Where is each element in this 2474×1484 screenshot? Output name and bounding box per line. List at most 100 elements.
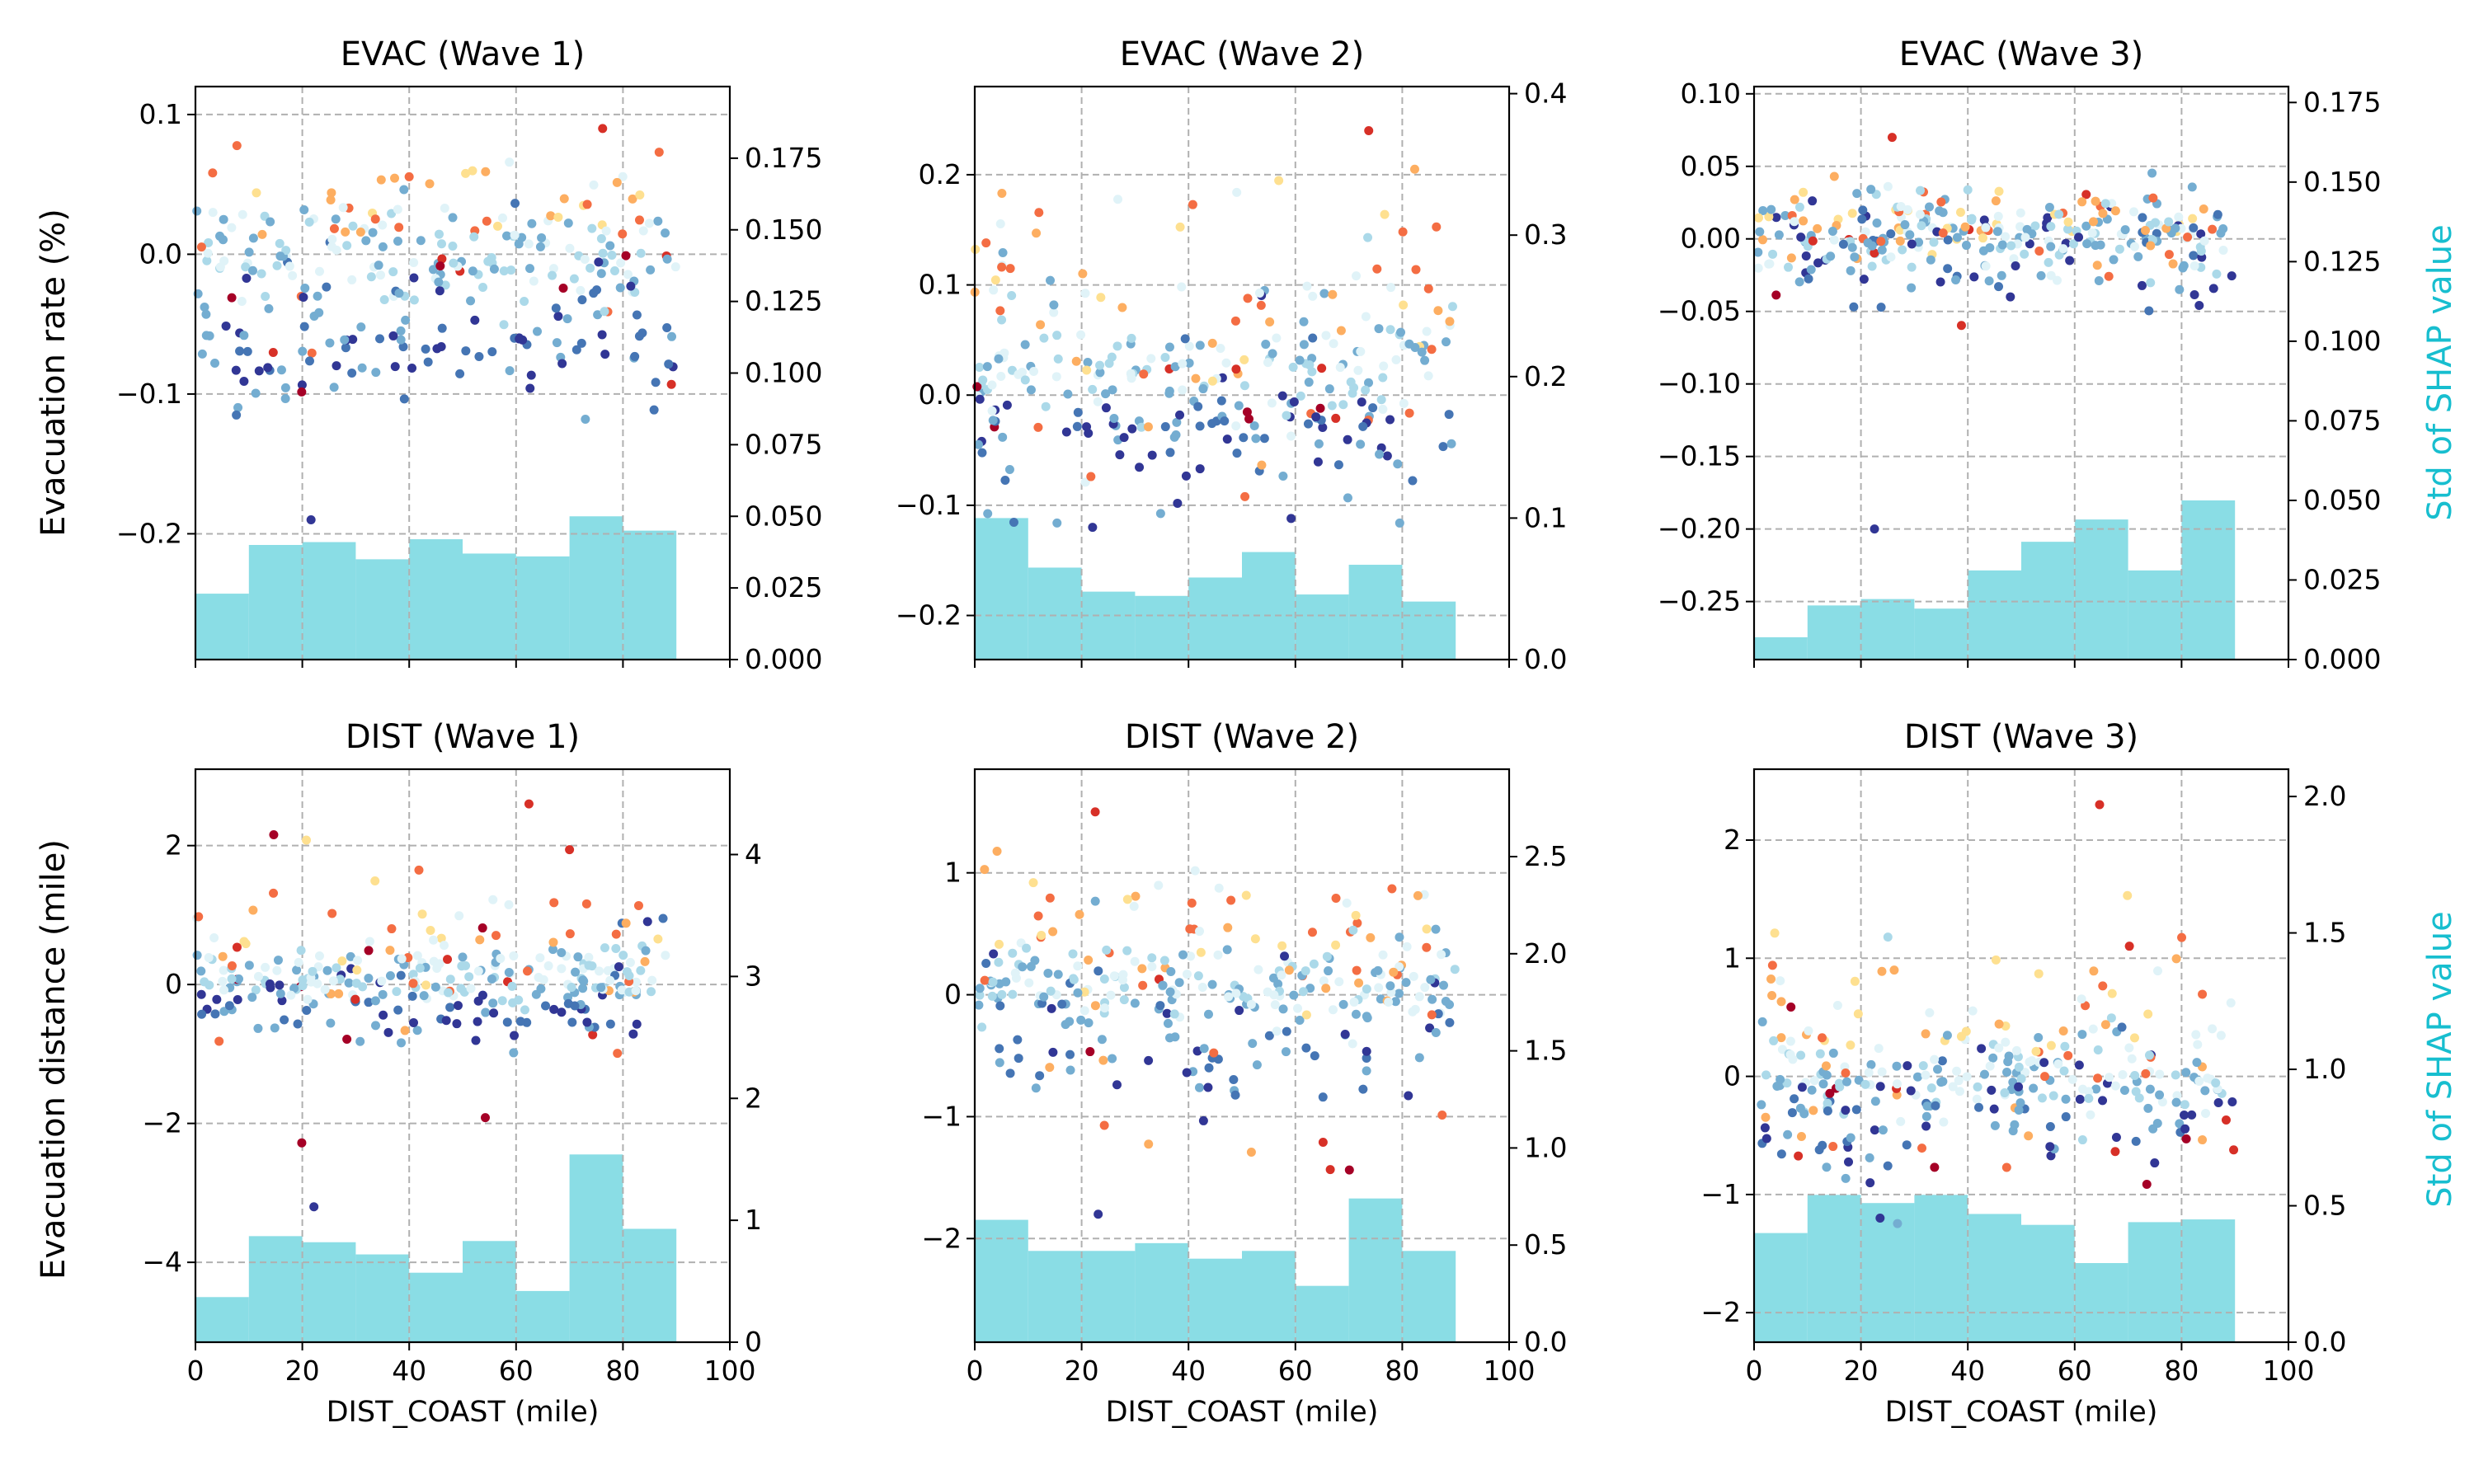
scatter-point [1804,1026,1813,1036]
scatter-point [1263,358,1272,368]
scatter-point [1450,965,1460,974]
scatter-point [1170,1032,1180,1042]
scatter-point [1093,397,1103,406]
scatter-point [1094,966,1103,976]
scatter-point [661,228,670,238]
scatter-point [1281,1047,1291,1057]
scatter-point [208,208,218,218]
scatter-point [1776,976,1785,986]
scatter-point [975,984,985,993]
scatter-point [304,217,314,227]
histogram-bar [409,539,463,660]
scatter-point [235,346,245,356]
right-y-tick-label: 1.5 [2303,917,2346,949]
scatter-point [662,323,672,333]
scatter-point [995,1044,1004,1054]
scatter-point [1877,966,1887,976]
scatter-point [1186,951,1196,961]
scatter-point [1147,953,1157,963]
scatter-point [370,996,380,1006]
scatter-point [1433,306,1443,316]
scatter-point [1222,945,1232,955]
scatter-point [2095,800,2105,810]
scatter-point [1760,1123,1770,1133]
scatter-point [429,935,439,945]
scatter-point [1834,1078,1844,1088]
scatter-point [588,1030,598,1040]
scatter-point [499,266,509,276]
scatter-point [1352,271,1362,281]
subplot-3: −0.25 −0.20 −0.15 −0.10 −0.05 0.00 0.05 0.10 0.0… [1658,35,2382,675]
scatter-point [408,1017,418,1027]
scatter-point [218,951,228,961]
scatter-point [432,963,442,973]
scatter-point [1818,1079,1828,1089]
scatter-point [2014,1082,2024,1092]
scatter-point [1102,945,1112,955]
scatter-point [2060,1041,2070,1051]
scatter-point [480,1113,490,1123]
scatter-point [1039,333,1049,343]
scatter-point [2024,1131,2034,1141]
scatter-point [1801,251,1811,261]
scatter-point [1991,955,2001,965]
scatter-point [277,996,287,1006]
scatter-point [1797,1082,1807,1092]
scatter-point [1382,451,1392,461]
scatter-point [492,221,502,231]
scatter-point [541,1001,551,1011]
scatter-point [275,251,285,261]
scatter-point [1331,893,1341,903]
scatter-point [1002,400,1012,410]
scatter-point [582,1017,592,1027]
scatter-point [2015,222,2025,232]
scatter-point [1328,1005,1338,1015]
scatter-point [1963,185,1973,195]
scatter-point [1877,245,1887,255]
scatter-point [557,1007,567,1017]
scatter-point [2124,942,2134,951]
subplot-title: DIST (Wave 1) [346,718,580,756]
scatter-point [1163,1018,1173,1028]
scatter-point [2211,1078,2221,1087]
histogram-bar [1135,1242,1189,1342]
scatter-point [1821,1061,1831,1071]
scatter-point [2208,1024,2218,1034]
scatter-point [326,1018,336,1028]
scatter-point [445,974,455,984]
scatter-point [1278,1004,1288,1014]
scatter-point [649,405,659,415]
scatter-point [219,235,228,245]
scatter-point [989,285,999,295]
scatter-point [1147,450,1157,460]
scatter-point [379,1010,388,1020]
scatter-point [449,258,459,268]
scatter-point [1138,980,1148,990]
scatter-point [1780,210,1790,220]
scatter-point [1095,360,1105,370]
histogram [1754,1195,2236,1342]
scatter-point [2196,247,2206,256]
scatter-point [477,990,487,1000]
histogram-bar [1914,1195,1968,1342]
scatter-point [1195,421,1205,431]
scatter-point [987,991,997,1001]
scatter-point [1307,367,1317,377]
x-tick-label: 100 [1484,1355,1536,1387]
scatter-point [1115,450,1125,460]
scatter-point [662,254,672,264]
scatter-point [392,987,402,997]
scatter-point [1829,235,1839,245]
scatter-point [2031,1046,2041,1056]
scatter-point [2014,1062,2024,1072]
scatter-point [1108,385,1117,395]
histogram-bar [1135,595,1189,660]
scatter-point [355,228,365,237]
scatter-point [2178,263,2188,273]
histogram [1754,500,2236,660]
scatter-point [313,291,322,301]
scatter-points [970,125,1457,533]
scatter-point [1282,1026,1291,1036]
scatter-point [2181,1134,2191,1144]
